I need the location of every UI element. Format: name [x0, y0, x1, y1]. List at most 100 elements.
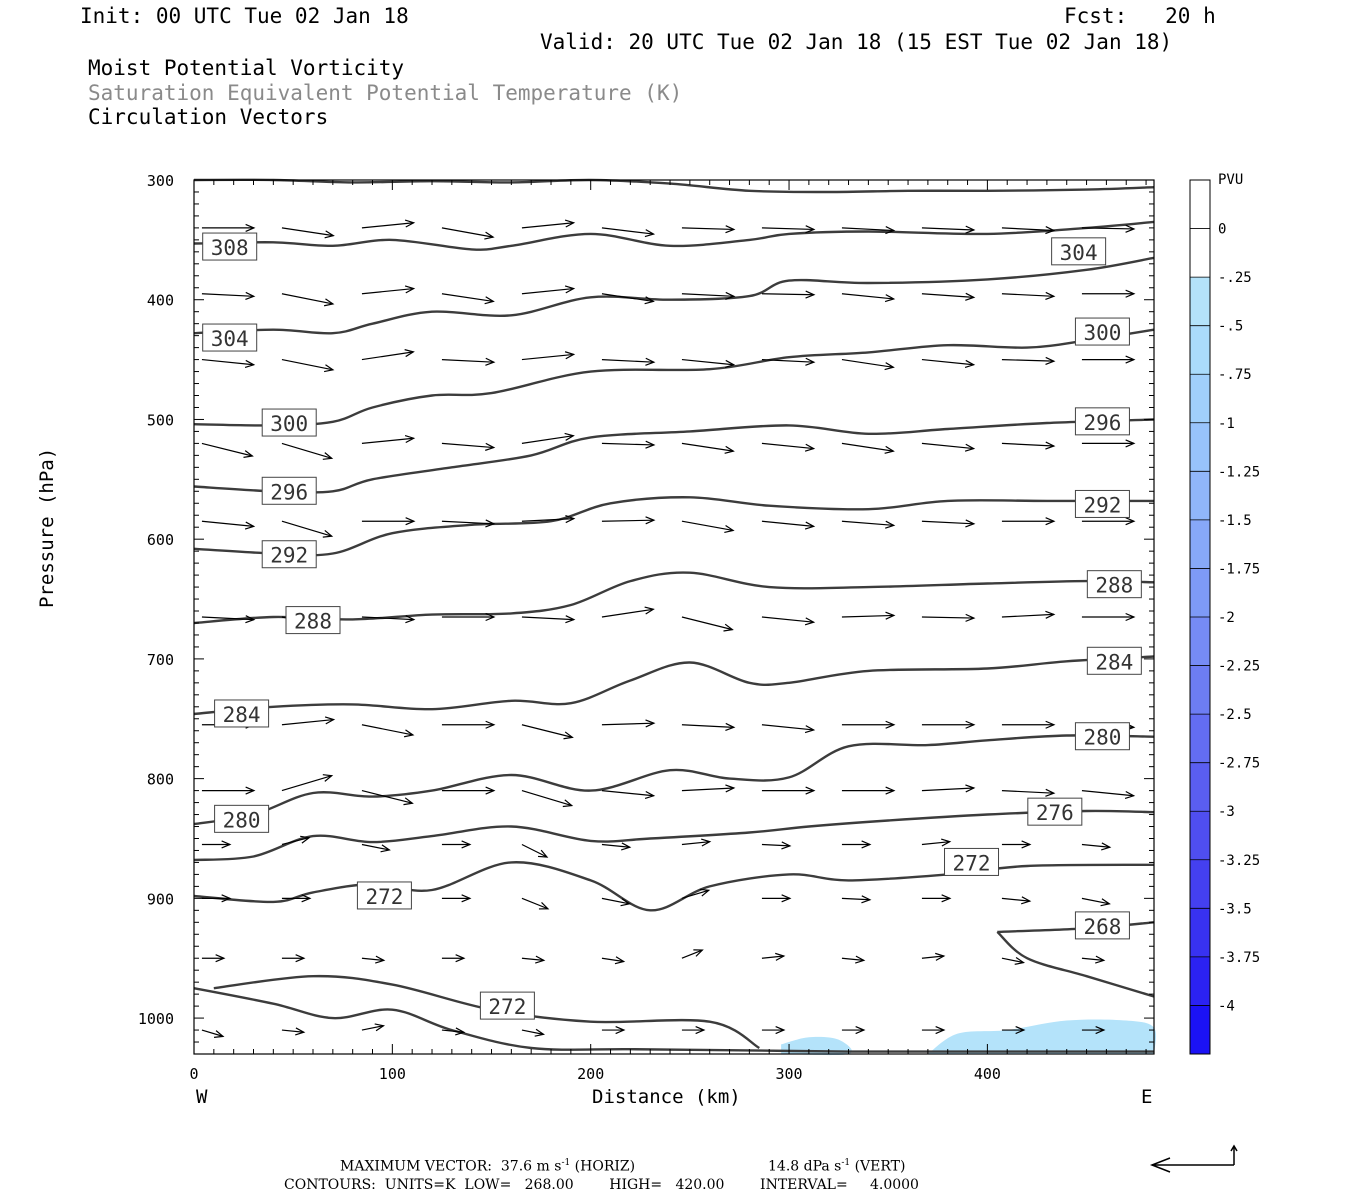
circulation-vector [1081, 612, 1136, 622]
circulation-vector [761, 1025, 786, 1035]
circulation-vector [201, 291, 256, 300]
circulation-vector [1001, 788, 1056, 797]
circulation-vector [1081, 897, 1111, 907]
circulation-vector [201, 615, 256, 624]
x-tick-label: 200 [577, 1065, 604, 1083]
colorbar-label: -1.25 [1218, 464, 1260, 480]
colorbar-swatch [1190, 714, 1210, 764]
svg-text:292: 292 [1083, 493, 1121, 517]
circulation-vector [841, 895, 872, 904]
circulation-vector [281, 1027, 306, 1036]
circulation-vector [361, 843, 391, 853]
svg-text:272: 272 [953, 851, 991, 875]
circulation-vector [1001, 441, 1056, 450]
x-tick-label: 300 [775, 1065, 802, 1083]
circulation-vector [601, 956, 626, 965]
circulation-vector [761, 841, 792, 850]
field-title-thetae: Saturation Equivalent Potential Temperat… [88, 81, 683, 105]
y-tick-label: 800 [147, 771, 174, 789]
svg-text:296: 296 [270, 480, 308, 504]
circulation-vector [1081, 790, 1136, 800]
circulation-vector [441, 357, 496, 366]
circulation-vector [841, 1025, 866, 1035]
circulation-vector [761, 442, 816, 452]
circulation-vector [281, 894, 312, 903]
colorbar-label: -1.5 [1218, 513, 1252, 529]
circulation-vector [1001, 517, 1056, 526]
circulation-vector [361, 790, 414, 806]
circulation-vector [201, 954, 226, 963]
circulation-vector [1001, 720, 1056, 729]
contour-label: 304 [202, 323, 258, 352]
circulation-vector [601, 516, 656, 525]
circulation-vector [761, 225, 816, 234]
colorbar-label: -4 [1218, 998, 1235, 1014]
contour-label: 272 [944, 847, 1000, 876]
colorbar-swatch [1190, 374, 1210, 424]
circulation-vector [841, 720, 896, 729]
circulation-vector [441, 954, 466, 963]
circulation-vector [201, 786, 256, 795]
circulation-vector [841, 293, 896, 303]
y-tick-label: 1000 [138, 1010, 174, 1028]
circulation-vector [521, 897, 550, 910]
svg-text:300: 300 [270, 412, 308, 436]
circulation-vector [921, 894, 952, 903]
circulation-vector [601, 719, 656, 728]
circulation-vector [521, 615, 576, 624]
circulation-vector [681, 1025, 706, 1035]
circulation-vector [921, 225, 976, 234]
circulation-vector [681, 442, 735, 454]
circulation-vector [601, 606, 655, 618]
y-tick-label: 900 [147, 890, 174, 908]
circulation-vector [1081, 842, 1112, 851]
contour-label: 272 [356, 881, 412, 910]
circulation-vector [1081, 439, 1136, 448]
circulation-vector [1001, 226, 1056, 235]
isentrope-line [193, 655, 1155, 716]
colorbar-swatch [1190, 956, 1210, 1006]
init-label: Init: 00 UTC Tue 02 Jan 18 [80, 4, 409, 28]
colorbar-label: -2.5 [1218, 707, 1252, 723]
contour-label: 296 [1074, 407, 1130, 436]
circulation-vector [841, 520, 896, 529]
vector-layer [201, 219, 1136, 1038]
contour-label: 284 [1086, 646, 1142, 675]
field-title-pv: Moist Potential Vorticity [88, 56, 405, 80]
circulation-vector [281, 359, 335, 373]
circulation-vector [761, 616, 816, 626]
pv-shading-layer [781, 1019, 1157, 1056]
y-axis-label: Pressure (hPa) [36, 447, 58, 608]
circulation-vector [1001, 610, 1056, 619]
circulation-vector [921, 358, 976, 368]
contour-label: 280 [214, 804, 270, 833]
circulation-vector [441, 786, 496, 795]
colorbar-label: -3 [1218, 804, 1235, 820]
svg-text:304: 304 [1060, 241, 1098, 265]
y-tick-label: 700 [147, 651, 174, 669]
colorbar-label: -2.25 [1218, 659, 1260, 675]
colorbar-swatch [1190, 568, 1210, 618]
circulation-vector [681, 616, 734, 632]
circulation-vector [681, 520, 735, 533]
colorbar-swatch [1190, 1005, 1210, 1055]
circulation-vector [441, 227, 495, 240]
circulation-vector [601, 790, 656, 800]
contour-label: 276 [1027, 797, 1083, 826]
circulation-vector [201, 1029, 225, 1038]
colorbar-label: -3.25 [1218, 853, 1260, 869]
circulation-vector [921, 720, 976, 729]
circulation-vector [761, 290, 816, 299]
contour-label: 304 [1051, 237, 1107, 266]
circulation-vector [1001, 1025, 1026, 1035]
colorbar-label: -1.75 [1218, 561, 1260, 577]
circulation-vector [761, 952, 786, 961]
circulation-vector [761, 357, 816, 366]
svg-text:304: 304 [211, 327, 249, 351]
colorbar-swatch [1190, 422, 1210, 472]
isentrope-line [193, 987, 1154, 1053]
circulation-vector [1081, 224, 1136, 233]
circulation-vector [841, 442, 895, 454]
svg-text:288: 288 [1095, 574, 1133, 598]
circulation-vector [201, 894, 232, 903]
